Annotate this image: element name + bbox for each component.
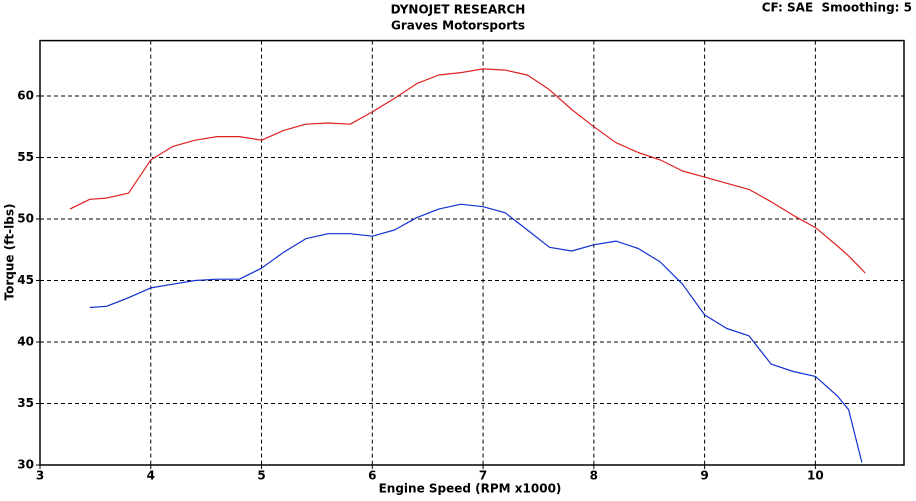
y-tick-label: 50 xyxy=(17,211,34,225)
plot-frame xyxy=(39,39,905,466)
x-tick-label: 8 xyxy=(590,469,598,483)
y-tick-label: 60 xyxy=(17,88,34,102)
x-tick-label: 10 xyxy=(807,469,824,483)
x-axis-label: Engine Speed (RPM x1000) xyxy=(379,482,562,496)
y-tick-label: 55 xyxy=(17,150,34,164)
x-tick-label: 7 xyxy=(479,469,487,483)
x-tick-label: 6 xyxy=(368,469,376,483)
series-line xyxy=(89,203,863,463)
chart-title: DYNOJET RESEARCH xyxy=(391,3,526,17)
chart-subtitle: Graves Motorsports xyxy=(391,19,525,33)
y-tick-label: 45 xyxy=(17,273,34,287)
x-tick-label: 4 xyxy=(147,469,155,483)
series-line xyxy=(69,68,866,274)
y-tick-label: 35 xyxy=(17,396,34,410)
y-axis-label: Torque (ft-lbs) xyxy=(3,204,17,301)
x-tick-label: 5 xyxy=(257,469,265,483)
annotation: CF: SAE Smoothing: 5 xyxy=(762,1,912,15)
x-tick-label: 3 xyxy=(36,469,44,483)
x-tick-label: 9 xyxy=(700,469,708,483)
y-tick-label: 40 xyxy=(17,334,34,348)
y-tick-label: 30 xyxy=(17,458,34,472)
